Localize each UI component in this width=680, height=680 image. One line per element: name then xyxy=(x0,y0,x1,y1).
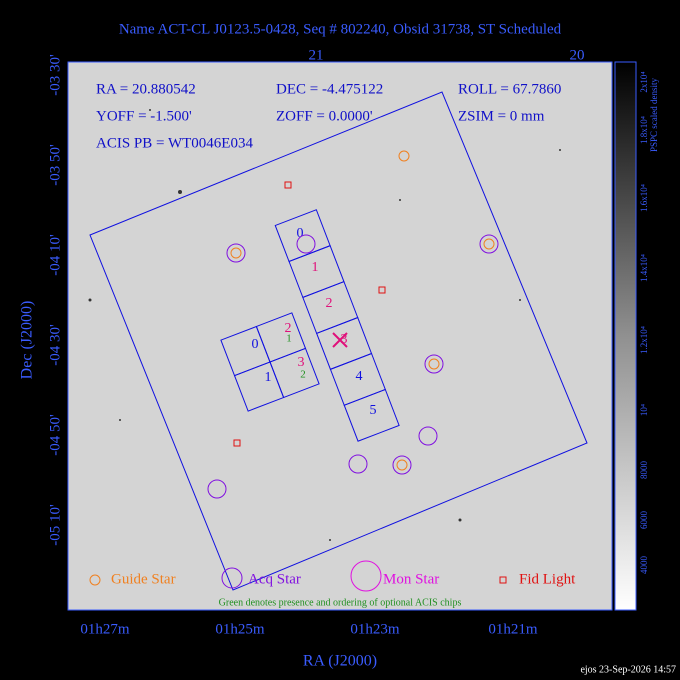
stars xyxy=(207,150,499,499)
legend-marker xyxy=(499,576,507,584)
legend-marker xyxy=(350,560,382,592)
chip-label: 4 xyxy=(356,369,363,384)
left-tick-label: -04 30' xyxy=(47,324,63,366)
zsim: ZSIM = 0 mm xyxy=(458,108,545,124)
aimpoint xyxy=(332,332,348,348)
background-stars xyxy=(88,109,561,541)
legend-marker xyxy=(221,567,243,589)
legend-label: Guide Star xyxy=(111,571,176,587)
field-outline xyxy=(89,91,588,591)
ra: RA = 20.880542 xyxy=(96,81,196,97)
colorbar-tick-label: 4000 xyxy=(639,556,649,575)
bottom-tick-label: 01h25m xyxy=(215,621,265,637)
optional-chip: 2 xyxy=(300,369,306,381)
colorbar-tick-label: 1.4x10⁴ xyxy=(639,254,649,282)
colorbar-label: PSPC scaled density xyxy=(649,78,659,153)
chip-label: 3 xyxy=(298,355,305,370)
left-tick-label: -04 10' xyxy=(47,234,63,276)
acis-pb: ACIS PB = WT0046E034 xyxy=(96,135,253,151)
bottom-tick-label: 01h27m xyxy=(80,621,130,637)
legend-label: Mon Star xyxy=(383,571,439,587)
legend-label: Acq Star xyxy=(248,571,301,587)
acis-i xyxy=(220,312,320,412)
colorbar-tick-label: 2x10⁴ xyxy=(639,71,649,92)
yoff: YOFF = -1.500' xyxy=(96,108,192,124)
optional-chip: 1 xyxy=(286,333,292,345)
top-tick-label: 20 xyxy=(570,47,585,63)
left-tick-label: -03 50' xyxy=(47,144,63,186)
colorbar-tick-label: 8000 xyxy=(639,461,649,480)
bottom-tick-label: 01h23m xyxy=(350,621,400,637)
top-tick-label: 21 xyxy=(309,47,324,63)
title: Name ACT-CL J0123.5-0428, Seq # 802240, … xyxy=(119,21,562,37)
dec: DEC = -4.475122 xyxy=(276,81,383,97)
chip-label: 1 xyxy=(265,370,272,385)
colorbar-tick-label: 6000 xyxy=(639,511,649,530)
sky-image xyxy=(67,61,613,611)
left-tick-label: -03 30' xyxy=(47,54,63,96)
colorbar-tick-label: 10⁴ xyxy=(639,404,649,416)
chip-label: 2 xyxy=(326,296,333,311)
legend-marker xyxy=(89,574,101,586)
x-axis-label: RA (J2000) xyxy=(303,653,377,670)
colorbar-tick-label: 1.8x10⁴ xyxy=(639,116,649,144)
chip-label: 3 xyxy=(341,332,348,347)
colorbar-tick-label: 1.6x10⁴ xyxy=(639,184,649,212)
legend-label: Fid Light xyxy=(519,571,576,587)
left-tick-label: -04 50' xyxy=(47,414,63,456)
acis-s xyxy=(274,209,400,442)
colorbar-tick-label: 1.2x10⁴ xyxy=(639,326,649,354)
chip-label: 0 xyxy=(297,226,304,241)
left-tick-label: -05 10' xyxy=(47,504,63,546)
roll: ROLL = 67.7860 xyxy=(458,81,561,97)
note: Green denotes presence and ordering of o… xyxy=(219,597,462,608)
footer: ejos 23-Sep-2026 14:57 xyxy=(580,664,676,675)
zoff: ZOFF = 0.0000' xyxy=(276,108,373,124)
colorbar xyxy=(614,61,637,611)
chip-label: 2 xyxy=(285,321,292,336)
chip-label: 5 xyxy=(370,403,377,418)
bottom-tick-label: 01h21m xyxy=(488,621,538,637)
chip-label: 1 xyxy=(312,260,319,275)
y-axis-label: Dec (J2000) xyxy=(19,301,36,380)
chip-label: 0 xyxy=(252,337,259,352)
